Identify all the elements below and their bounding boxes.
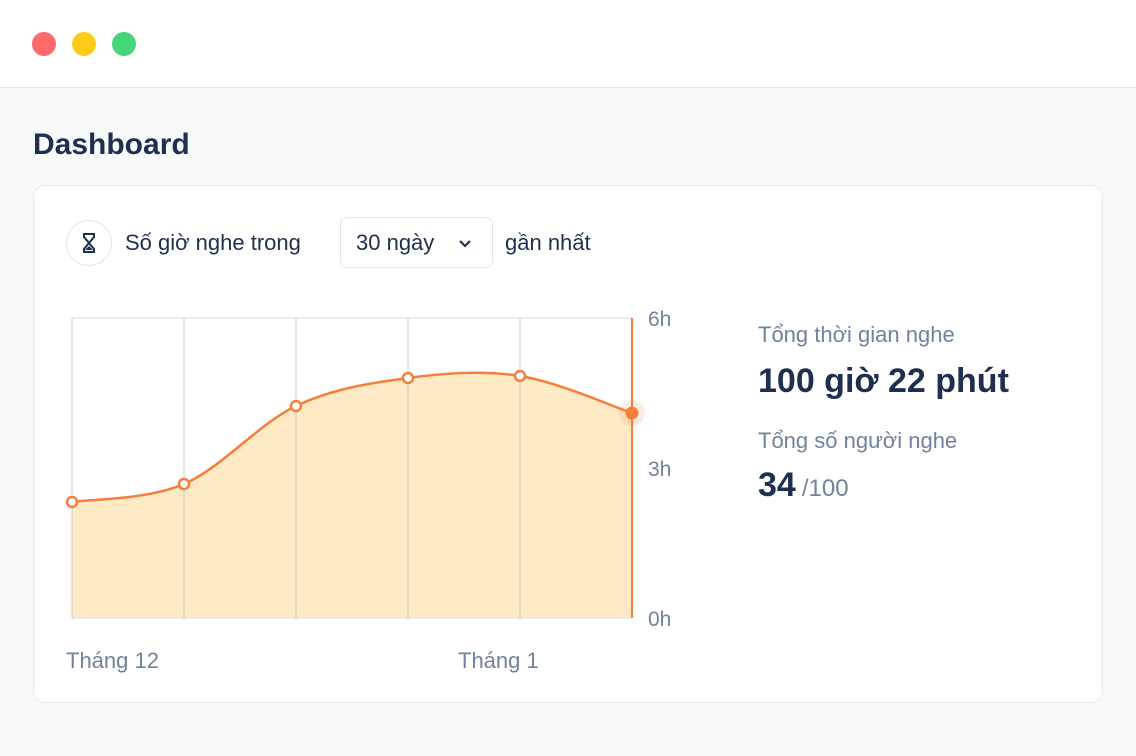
total-time-label: Tổng thời gian nghe: [758, 322, 955, 347]
page-title: Dashboard: [33, 128, 190, 161]
chart-point: [513, 369, 527, 383]
x-tick-label: Tháng 1: [458, 648, 539, 673]
chevron-down-icon: [459, 240, 471, 248]
listeners-total: /100: [801, 475, 849, 502]
chart-point: [289, 399, 303, 413]
listeners-label: Tổng số người nghe: [758, 428, 958, 453]
close-window-button[interactable]: [32, 32, 56, 56]
listeners-stat: 34/100: [758, 466, 849, 505]
maximize-window-button[interactable]: [112, 32, 136, 56]
chart-series-line: [71, 371, 633, 504]
window-titlebar: [0, 0, 1136, 88]
minimize-window-button[interactable]: [72, 32, 96, 56]
period-prefix-label: Số giờ nghe trong: [125, 230, 301, 255]
period-suffix-label: gần nhất: [505, 230, 591, 255]
listening-hours-chart: 0h 3h 6h Tháng 12 Tháng 1: [65, 308, 671, 673]
period-select[interactable]: 30 ngày: [340, 217, 493, 268]
chart-point-highlighted: [625, 406, 639, 420]
y-tick-label: 3h: [648, 458, 671, 481]
chart-point: [177, 477, 191, 491]
period-select-value: 30 ngày: [356, 230, 435, 255]
x-tick-label: Tháng 12: [66, 648, 159, 673]
total-time-value: 100 giờ 22 phút: [758, 362, 1009, 400]
y-tick-label: 0h: [648, 608, 671, 631]
listeners-value: 34: [758, 466, 796, 504]
chart-point: [65, 495, 79, 509]
chart-area-fill: [72, 372, 632, 618]
y-tick-label: 6h: [648, 308, 671, 331]
hourglass-icon: [66, 220, 112, 266]
listening-hours-card: Số giờ nghe trong 30 ngày gần nhất 0h 3h 6…: [33, 185, 1103, 703]
chart-point: [401, 371, 415, 385]
